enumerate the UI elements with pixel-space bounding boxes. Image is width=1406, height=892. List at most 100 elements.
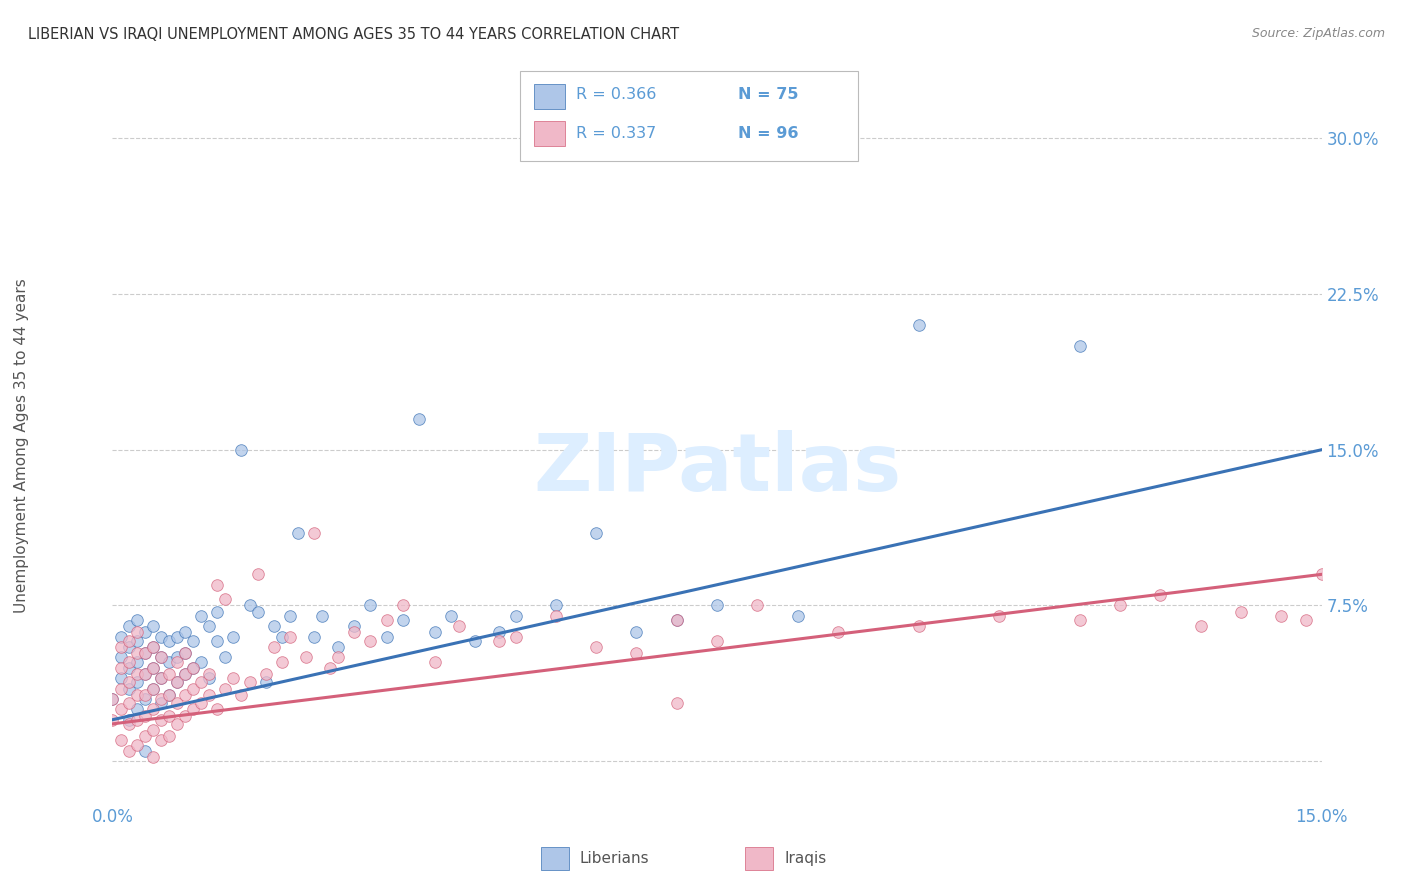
Point [706,633,728,648]
Text: Liberians: Liberians [579,852,650,866]
Point [110,650,132,665]
Point [166,717,188,731]
Point [149,630,172,644]
Point [166,696,188,710]
Point [665,613,688,627]
Point [101,692,124,706]
Point [375,630,398,644]
Point [270,630,292,644]
Point [157,633,180,648]
Point [174,708,197,723]
Point [391,599,413,613]
Text: R = 0.366: R = 0.366 [576,87,657,102]
Point [157,688,180,702]
Point [149,733,172,747]
Point [207,605,229,619]
Point [585,640,607,654]
Point [149,650,172,665]
Point [505,608,527,623]
Point [278,630,301,644]
Point [134,667,156,681]
Point [302,630,325,644]
Point [166,630,188,644]
Point [505,630,527,644]
Point [440,608,463,623]
Point [166,655,188,669]
Point [117,696,139,710]
Point [1069,339,1091,353]
Point [181,661,204,675]
Point [166,650,188,665]
Point [375,613,398,627]
Point [157,667,180,681]
Point [207,633,229,648]
Point [423,625,446,640]
Point [117,661,139,675]
Point [134,688,156,702]
Point [1189,619,1212,633]
Text: N = 96: N = 96 [738,127,799,141]
Point [157,688,180,702]
Text: R = 0.337: R = 0.337 [576,127,657,141]
Point [142,681,165,696]
Point [408,411,430,425]
Point [117,655,139,669]
Point [134,708,156,723]
Point [142,723,165,738]
Point [166,675,188,690]
Point [125,633,148,648]
Point [254,667,277,681]
Point [246,605,269,619]
Point [231,688,253,702]
Point [270,655,292,669]
Point [1270,608,1292,623]
Point [157,729,180,743]
Point [142,661,165,675]
Point [222,630,245,644]
Point [125,646,148,660]
Point [134,744,156,758]
Point [174,625,197,640]
Point [134,646,156,660]
Point [174,688,197,702]
Point [174,667,197,681]
Point [134,625,156,640]
Point [125,613,148,627]
Point [134,692,156,706]
Point [134,729,156,743]
Point [125,738,148,752]
Point [142,619,165,633]
Point [181,681,204,696]
Point [827,625,849,640]
Point [174,667,197,681]
Point [343,619,366,633]
Point [181,702,204,716]
Point [142,702,165,716]
Point [157,708,180,723]
Point [328,650,350,665]
Point [706,599,728,613]
Point [988,608,1011,623]
Point [231,442,253,457]
Point [101,713,124,727]
Point [198,688,221,702]
Point [142,640,165,654]
Point [343,625,366,640]
Point [110,630,132,644]
Point [149,650,172,665]
Point [786,608,808,623]
Point [246,567,269,582]
Text: Source: ZipAtlas.com: Source: ZipAtlas.com [1251,27,1385,40]
Point [488,625,510,640]
Point [198,667,221,681]
Point [117,633,139,648]
Point [117,681,139,696]
Point [1109,599,1132,613]
Point [747,599,769,613]
Point [117,675,139,690]
Point [190,655,212,669]
Point [174,646,197,660]
Point [190,696,212,710]
Point [142,661,165,675]
Point [423,655,446,669]
